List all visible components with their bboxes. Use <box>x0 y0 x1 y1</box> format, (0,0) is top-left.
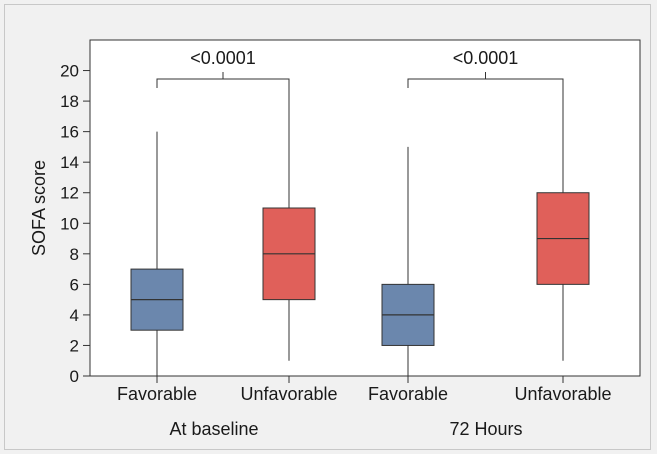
category-label: Favorable <box>368 384 448 404</box>
y-tick-label-0: 0 <box>70 367 79 386</box>
box-1-1 <box>536 85 590 361</box>
category-label: Unfavorable <box>240 384 337 404</box>
box-0-1 <box>262 85 316 361</box>
y-tick-label-8: 8 <box>70 245 79 264</box>
y-tick-label-2: 2 <box>70 336 79 355</box>
comparison-brackets: <0.0001 <0.0001 <box>156 48 564 88</box>
y-axis-title: SOFA score <box>29 160 49 256</box>
y-tick-label-14: 14 <box>60 153 79 172</box>
y-tick-label-12: 12 <box>60 184 79 203</box>
bracket-line <box>407 72 564 88</box>
y-tick-label-4: 4 <box>70 306 79 325</box>
group-label: At baseline <box>169 419 258 439</box>
y-tick-label-18: 18 <box>60 92 79 111</box>
box-series <box>130 85 590 376</box>
y-tick-label-10: 10 <box>60 214 79 233</box>
bracket-line <box>156 72 290 88</box>
y-tick-label-16: 16 <box>60 123 79 142</box>
category-label: Favorable <box>117 384 197 404</box>
bracket-0: <0.0001 <box>156 48 290 88</box>
category-label: Unfavorable <box>514 384 611 404</box>
p-value-label: <0.0001 <box>453 48 519 68</box>
x-axis-labels: Favorable Unfavorable At baseline Favorable… <box>117 376 612 439</box>
y-tick-label-20: 20 <box>60 62 79 81</box>
y-axis: 0 2 4 6 8 10 12 14 16 18 20 <box>60 62 90 386</box>
group-label: 72 Hours <box>449 419 522 439</box>
p-value-label: <0.0001 <box>190 48 256 68</box>
box-1-0 <box>381 146 435 376</box>
y-tick-label-6: 6 <box>70 275 79 294</box>
box-0-0 <box>130 131 184 376</box>
bracket-1: <0.0001 <box>407 48 564 88</box>
